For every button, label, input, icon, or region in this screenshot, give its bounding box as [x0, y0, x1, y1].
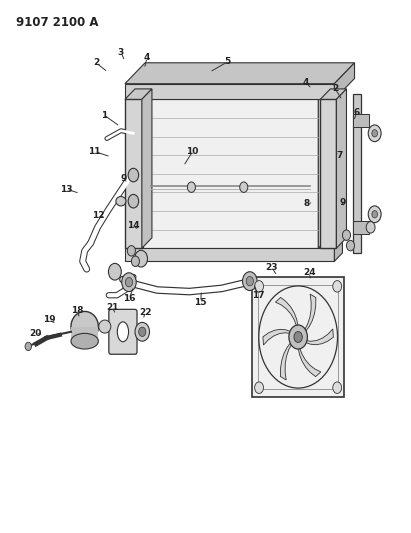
Ellipse shape — [117, 322, 129, 342]
Text: 9: 9 — [339, 198, 346, 207]
Text: 11: 11 — [88, 147, 101, 156]
Text: 23: 23 — [266, 263, 278, 272]
Polygon shape — [125, 84, 335, 99]
Circle shape — [125, 278, 133, 287]
Polygon shape — [143, 233, 332, 248]
Circle shape — [135, 322, 150, 341]
Polygon shape — [125, 63, 355, 84]
Text: 9: 9 — [120, 174, 127, 183]
Text: 16: 16 — [123, 294, 135, 303]
Circle shape — [372, 130, 377, 137]
Polygon shape — [143, 85, 332, 99]
Circle shape — [187, 182, 196, 192]
Circle shape — [139, 327, 146, 336]
Polygon shape — [142, 89, 152, 248]
Text: 7: 7 — [336, 151, 342, 160]
Text: 9107 2100 A: 9107 2100 A — [16, 15, 99, 29]
Circle shape — [368, 125, 381, 142]
Text: 20: 20 — [29, 329, 42, 338]
Ellipse shape — [116, 197, 126, 206]
Text: 18: 18 — [71, 306, 84, 316]
Circle shape — [135, 251, 148, 267]
Ellipse shape — [71, 311, 98, 342]
Text: 13: 13 — [60, 185, 73, 193]
Circle shape — [128, 168, 139, 182]
Polygon shape — [353, 94, 361, 254]
Polygon shape — [336, 89, 346, 248]
Circle shape — [372, 211, 377, 218]
Circle shape — [242, 272, 257, 290]
Polygon shape — [305, 329, 333, 345]
Text: 4: 4 — [144, 53, 150, 62]
FancyBboxPatch shape — [109, 309, 137, 354]
Polygon shape — [280, 342, 292, 380]
Text: 2: 2 — [332, 84, 338, 93]
Text: 21: 21 — [106, 303, 118, 312]
Circle shape — [128, 195, 139, 208]
Polygon shape — [125, 89, 152, 99]
Circle shape — [342, 230, 351, 240]
Ellipse shape — [99, 320, 111, 333]
Text: 8: 8 — [304, 199, 310, 208]
Polygon shape — [353, 114, 369, 126]
Polygon shape — [335, 240, 342, 261]
Circle shape — [25, 342, 32, 351]
Text: 12: 12 — [92, 211, 105, 220]
Polygon shape — [263, 329, 291, 345]
Circle shape — [368, 206, 381, 223]
Polygon shape — [71, 327, 98, 341]
Circle shape — [294, 332, 302, 342]
Polygon shape — [298, 348, 321, 377]
Text: 24: 24 — [303, 268, 316, 277]
Polygon shape — [335, 63, 355, 99]
FancyBboxPatch shape — [252, 277, 344, 397]
Polygon shape — [125, 248, 335, 261]
Circle shape — [109, 263, 121, 280]
Circle shape — [127, 246, 135, 256]
Text: 2: 2 — [93, 58, 99, 67]
Polygon shape — [320, 99, 336, 248]
Circle shape — [122, 273, 136, 292]
Text: 15: 15 — [194, 297, 207, 306]
Circle shape — [366, 222, 375, 233]
Polygon shape — [353, 221, 369, 233]
Circle shape — [132, 256, 139, 266]
Text: 4: 4 — [303, 78, 309, 87]
Polygon shape — [305, 294, 316, 332]
Ellipse shape — [71, 333, 98, 349]
Circle shape — [333, 382, 342, 393]
Circle shape — [289, 325, 307, 349]
Text: 14: 14 — [127, 221, 139, 230]
Text: 19: 19 — [43, 316, 55, 324]
Text: 17: 17 — [252, 290, 264, 300]
Circle shape — [246, 277, 254, 286]
Circle shape — [240, 182, 248, 192]
Circle shape — [255, 280, 263, 292]
Circle shape — [346, 240, 355, 251]
Circle shape — [333, 280, 342, 292]
Text: 22: 22 — [139, 308, 151, 317]
Polygon shape — [275, 297, 298, 326]
Circle shape — [255, 382, 263, 393]
Polygon shape — [125, 99, 142, 248]
Polygon shape — [143, 99, 318, 248]
Polygon shape — [320, 89, 346, 99]
Text: 1: 1 — [101, 110, 107, 119]
Text: 5: 5 — [224, 57, 231, 66]
Text: 3: 3 — [118, 48, 124, 57]
Text: 6: 6 — [353, 108, 360, 117]
Polygon shape — [318, 85, 332, 248]
Text: 10: 10 — [187, 147, 199, 156]
